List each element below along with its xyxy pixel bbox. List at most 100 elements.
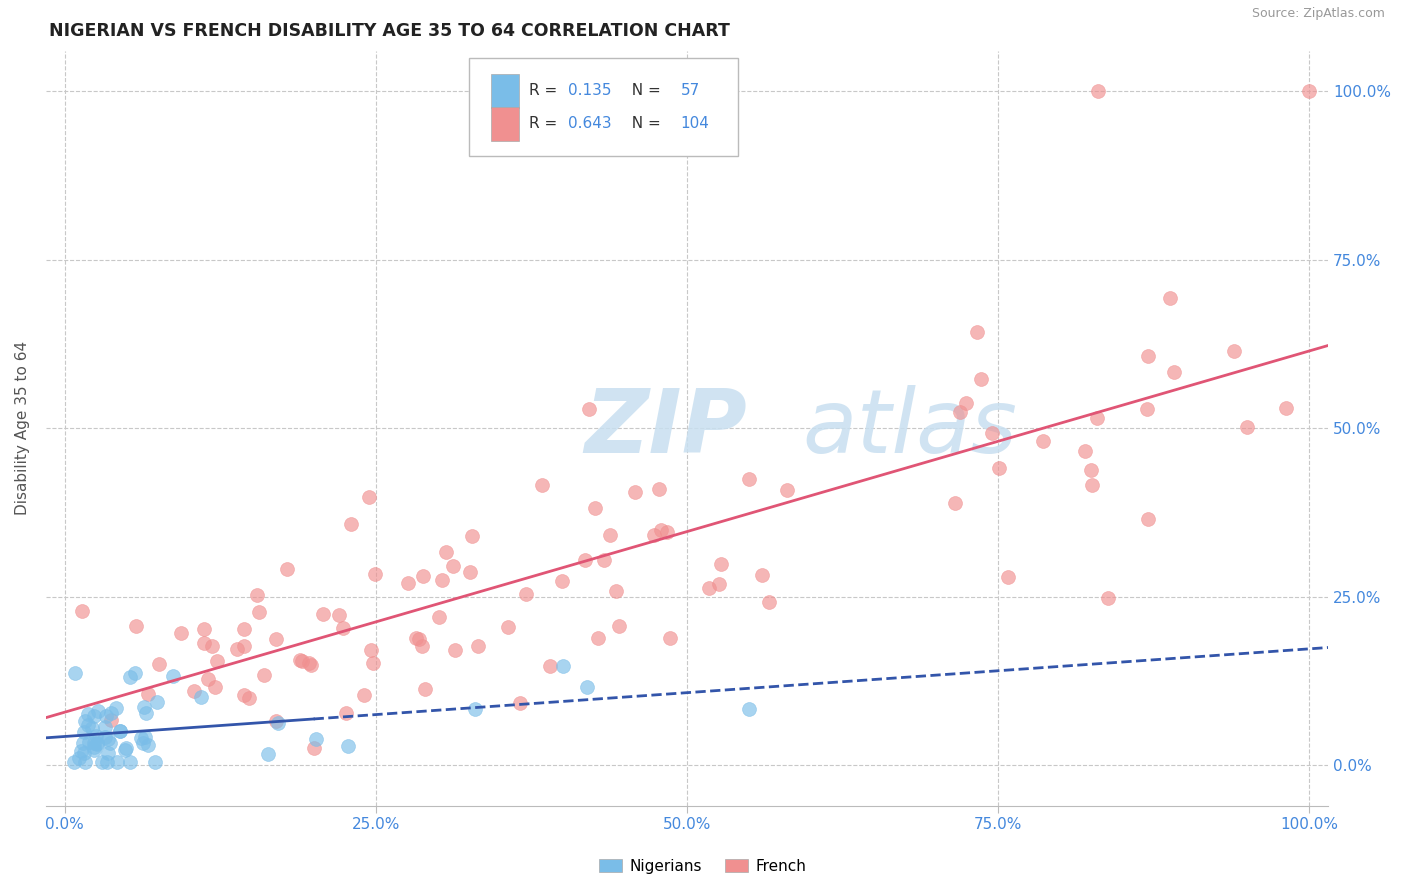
Point	[361, 656, 384, 670]
Point	[193, 636, 215, 650]
Point	[970, 371, 993, 385]
Point	[430, 573, 453, 587]
Point	[405, 631, 427, 645]
Point	[233, 622, 256, 636]
Point	[531, 477, 554, 491]
Point	[339, 516, 361, 531]
Point	[204, 680, 226, 694]
Point	[434, 545, 457, 559]
Point	[648, 482, 671, 496]
Point	[82, 721, 104, 735]
Point	[77, 735, 100, 749]
Point	[988, 460, 1011, 475]
Point	[238, 690, 260, 705]
Point	[657, 524, 679, 539]
Text: N =: N =	[621, 117, 665, 131]
Point	[738, 473, 761, 487]
Point	[427, 610, 450, 624]
Point	[83, 736, 105, 750]
Point	[84, 729, 107, 743]
Point	[97, 747, 120, 761]
Point	[607, 619, 630, 633]
Point	[997, 570, 1019, 584]
Point	[94, 720, 117, 734]
Point	[114, 743, 136, 757]
Point	[1136, 512, 1159, 526]
Point	[83, 740, 105, 755]
Point	[328, 607, 350, 622]
Point	[413, 682, 436, 697]
Point	[73, 724, 96, 739]
Point	[623, 485, 645, 500]
Point	[1275, 401, 1298, 415]
Point	[966, 325, 988, 339]
Point	[332, 621, 354, 635]
Point	[148, 657, 170, 671]
Point	[246, 588, 269, 602]
Point	[291, 654, 314, 668]
Point	[364, 566, 387, 581]
Point	[1163, 365, 1185, 379]
Point	[62, 755, 84, 769]
Point	[496, 620, 519, 634]
Point	[578, 402, 600, 417]
Point	[538, 658, 561, 673]
Point	[396, 575, 419, 590]
Point	[605, 584, 627, 599]
Point	[110, 724, 132, 739]
Bar	[491, 74, 519, 108]
Point	[233, 688, 256, 702]
Point	[98, 736, 121, 750]
Point	[1032, 434, 1054, 448]
Point	[411, 640, 433, 654]
Point	[193, 622, 215, 636]
Point	[136, 738, 159, 752]
Point	[1080, 463, 1102, 477]
Point	[412, 568, 434, 582]
Point	[697, 581, 720, 595]
Point	[650, 524, 672, 538]
Point	[1087, 84, 1109, 98]
Point	[583, 501, 606, 516]
Point	[551, 658, 574, 673]
Point	[83, 743, 105, 757]
Point	[461, 529, 484, 543]
Point	[135, 706, 157, 720]
Point	[576, 680, 599, 694]
Point	[257, 747, 280, 761]
Point	[738, 702, 761, 716]
Point	[593, 553, 616, 567]
Point	[509, 696, 531, 710]
Point	[551, 574, 574, 588]
Point	[337, 739, 360, 753]
Point	[83, 709, 105, 723]
Point	[100, 714, 122, 728]
Point	[460, 565, 482, 579]
Point	[108, 724, 131, 739]
Point	[67, 751, 90, 765]
Point	[77, 707, 100, 722]
Point	[75, 755, 97, 769]
Text: R =: R =	[529, 117, 562, 131]
Point	[299, 657, 322, 672]
Text: N =: N =	[621, 83, 665, 98]
Point	[97, 731, 120, 746]
Point	[1236, 420, 1258, 434]
Point	[312, 607, 335, 622]
Point	[586, 632, 609, 646]
Point	[120, 755, 142, 769]
Point	[86, 704, 108, 718]
Text: NIGERIAN VS FRENCH DISABILITY AGE 35 TO 64 CORRELATION CHART: NIGERIAN VS FRENCH DISABILITY AGE 35 TO …	[49, 22, 730, 40]
Text: 0.135: 0.135	[568, 83, 612, 98]
Point	[70, 743, 93, 757]
Point	[353, 688, 375, 702]
Point	[253, 668, 276, 682]
Point	[86, 736, 108, 750]
Point	[105, 701, 128, 715]
Point	[948, 405, 970, 419]
Point	[1074, 444, 1097, 458]
Point	[408, 632, 430, 647]
Bar	[491, 107, 519, 141]
Point	[207, 655, 229, 669]
Point	[197, 672, 219, 686]
